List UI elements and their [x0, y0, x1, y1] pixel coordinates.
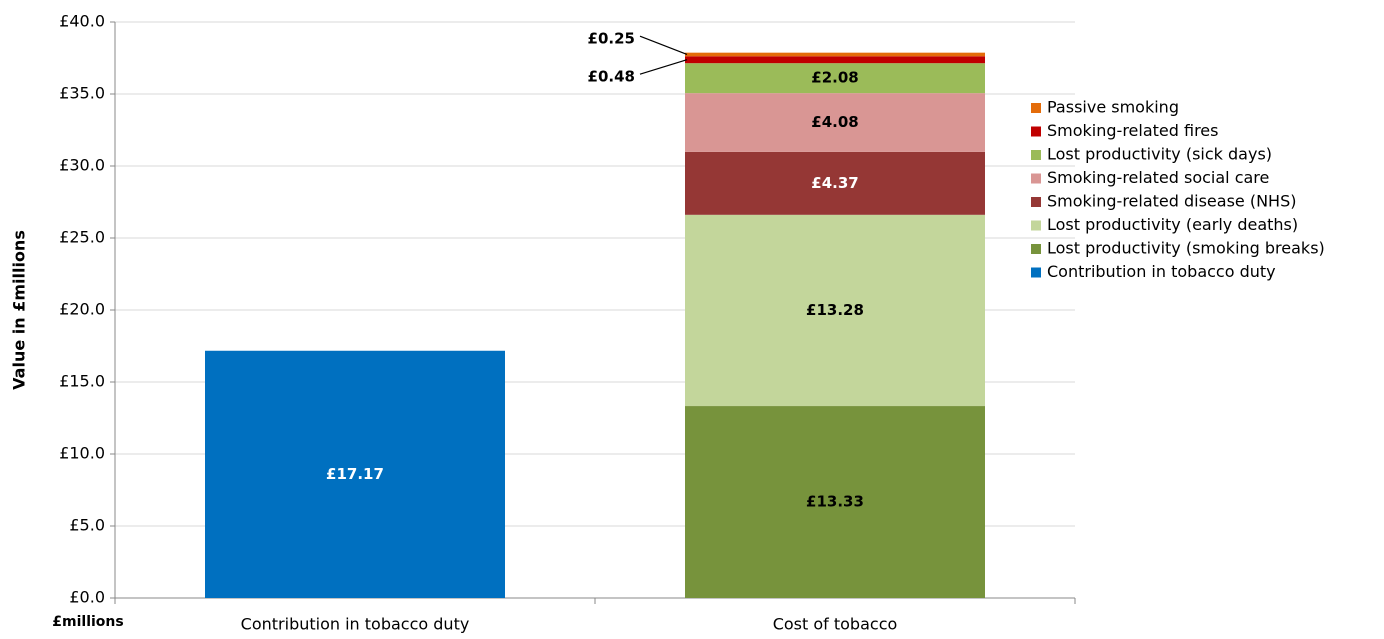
bar-segment: [685, 406, 985, 598]
data-label: £0.25: [588, 30, 635, 48]
legend-label: Lost productivity (sick days): [1047, 145, 1272, 164]
legend-swatch: [1031, 173, 1041, 184]
y-tick-label: £20.0: [59, 300, 105, 319]
legend-swatch: [1031, 267, 1041, 278]
legend-swatch: [1031, 103, 1041, 113]
y-tick-label: £30.0: [59, 156, 105, 175]
bar-segment: [685, 52, 985, 57]
x-tick-label: Contribution in tobacco duty: [241, 615, 470, 634]
legend-swatch: [1031, 150, 1041, 160]
data-label: £4.37: [811, 174, 858, 192]
legend-label: Smoking-related fires: [1047, 121, 1218, 140]
legend-swatch: [1031, 126, 1041, 137]
leader-line: [639, 35, 688, 56]
data-label: £13.33: [806, 493, 864, 511]
legend-label: Lost productivity (early deaths): [1047, 215, 1298, 234]
y-tick-label: £25.0: [59, 228, 105, 247]
unit-label: £millions: [52, 614, 123, 630]
data-label: £0.48: [588, 68, 635, 86]
legend-label: Contribution in tobacco duty: [1047, 262, 1276, 281]
y-tick-label: £35.0: [59, 84, 105, 103]
legend-swatch: [1031, 197, 1041, 207]
y-tick-label: £15.0: [59, 372, 105, 391]
data-label: £4.08: [811, 113, 858, 131]
y-tick-label: £10.0: [59, 444, 105, 463]
y-tick-label: £0.0: [69, 588, 105, 607]
bar-segment: [205, 350, 505, 598]
bar-segment: [685, 56, 985, 64]
leader-line: [639, 59, 688, 75]
x-tick-label: Cost of tobacco: [773, 615, 898, 634]
data-label: £17.17: [326, 465, 384, 483]
data-label: £13.28: [806, 301, 864, 319]
bar-segment: [685, 63, 985, 94]
y-axis-label: Value in £millions: [10, 230, 29, 390]
legend-swatch: [1031, 244, 1041, 254]
legend-label: Passive smoking: [1047, 98, 1179, 117]
legend-swatch: [1031, 220, 1041, 231]
legend-label: Smoking-related social care: [1047, 168, 1269, 187]
bar-segment: [685, 93, 985, 152]
legend-label: Lost productivity (smoking breaks): [1047, 239, 1325, 258]
y-tick-label: £5.0: [69, 516, 105, 535]
legend-label: Smoking-related disease (NHS): [1047, 192, 1296, 211]
data-label: £2.08: [811, 69, 858, 87]
bar-segment: [685, 151, 985, 215]
bar-segment: [685, 214, 985, 407]
y-tick-label: £40.0: [59, 12, 105, 31]
